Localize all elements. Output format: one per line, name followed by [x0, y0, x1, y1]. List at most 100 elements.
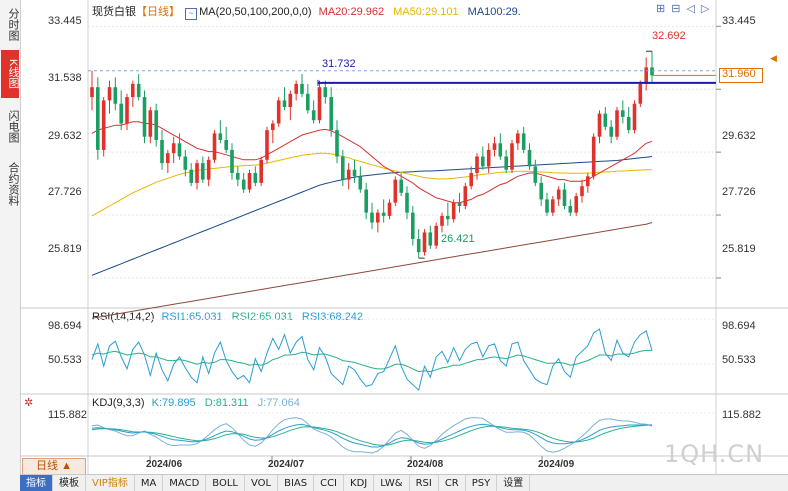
- candle-68: [481, 146, 485, 170]
- candle-29: [253, 166, 258, 187]
- candle-22: [212, 130, 217, 164]
- candle-30: [259, 156, 263, 187]
- candle-body: [591, 136, 596, 177]
- candle-15: [171, 136, 176, 164]
- candle-body: [446, 215, 450, 220]
- candle-body: [498, 143, 503, 157]
- toolbar-cr[interactable]: CR: [439, 475, 466, 491]
- rsi-tick-right-1: 98.694: [722, 320, 756, 332]
- candle-body: [218, 133, 223, 140]
- tab-kline[interactable]: K线图: [1, 50, 19, 98]
- kdj-params: KDJ(9,3,3): [92, 397, 145, 409]
- tab-flash[interactable]: 闪电图: [7, 109, 19, 143]
- candle-69: [486, 143, 491, 173]
- candle-20: [201, 156, 205, 183]
- candle-43: [335, 120, 339, 164]
- candle-76: [527, 143, 532, 170]
- candle-65: [463, 182, 468, 210]
- right-icon[interactable]: ▷: [700, 3, 710, 15]
- candle-14: [166, 149, 170, 173]
- candle-46: [352, 159, 357, 183]
- left-icon[interactable]: ◁: [686, 3, 695, 15]
- candle-body: [253, 173, 258, 183]
- candle-body: [486, 149, 491, 167]
- price-tick-5: 25.819: [722, 243, 756, 255]
- candle-body: [650, 67, 654, 76]
- tab-contract[interactable]: 合约资料: [7, 162, 19, 206]
- candle-body: [166, 153, 170, 164]
- period-label[interactable]: 【日线】: [136, 6, 180, 18]
- zoom-in-icon[interactable]: ⊞: [656, 3, 666, 15]
- candle-body: [294, 83, 298, 94]
- toolbar-psy[interactable]: PSY: [466, 475, 498, 491]
- toolbar-bias[interactable]: BIAS: [278, 475, 315, 491]
- toolbar-template[interactable]: 模板: [53, 475, 86, 491]
- price-tick-left-2: 31.538: [48, 72, 82, 84]
- candle-56: [411, 206, 415, 246]
- candle-body: [387, 202, 392, 216]
- tab-intraday[interactable]: 分时图: [7, 7, 19, 41]
- main-legend: 现货白银【日线】 ~ MA(20,50,100,200,0,0) MA20:29.…: [92, 3, 521, 20]
- sidebar: 分时图 K线图 闪电图 合约资料: [0, 0, 21, 491]
- candle-body: [265, 130, 269, 160]
- candle-body: [96, 87, 100, 150]
- candle-body: [317, 87, 322, 121]
- candle-body: [136, 83, 141, 98]
- candle-53: [393, 176, 398, 206]
- candle-body: [556, 189, 561, 200]
- toolbar-lwr[interactable]: LW&: [374, 475, 410, 491]
- candle-body: [551, 199, 555, 213]
- candle-body: [206, 159, 211, 180]
- candle-body: [335, 130, 339, 157]
- candle-94: [632, 100, 637, 134]
- indicator-toolbar: 指标 模板 VIP指标 MA MACD BOLL VOL BIAS CCI KD…: [20, 474, 788, 491]
- toolbar-vip[interactable]: VIP指标: [86, 475, 135, 491]
- candle-4: [107, 80, 112, 114]
- toolbar-rsi[interactable]: RSI: [410, 475, 439, 491]
- toolbar-macd[interactable]: MACD: [163, 475, 207, 491]
- toolbar-kdj[interactable]: KDJ: [344, 475, 375, 491]
- candle-body: [189, 169, 193, 183]
- candle-19: [195, 159, 199, 190]
- zoom-out-icon[interactable]: ⊟: [671, 3, 681, 15]
- kdj-legend: KDJ(9,3,3) K:79.895 D:81.311 J:77.064: [92, 397, 300, 409]
- ma-toggle-icon[interactable]: ~: [185, 8, 198, 20]
- toolbar-vol[interactable]: VOL: [245, 475, 279, 491]
- candle-74: [516, 130, 520, 150]
- candle-body: [341, 156, 345, 180]
- rsi1-line: [91, 328, 653, 392]
- settings-gear-icon[interactable]: ✲: [24, 397, 34, 409]
- candle-body: [195, 163, 199, 183]
- level-annotation: 31.732: [322, 58, 356, 70]
- toolbar-indicators[interactable]: 指标: [20, 475, 53, 491]
- candle-body: [376, 212, 380, 223]
- candle-70: [492, 136, 497, 157]
- toolbar-ma[interactable]: MA: [135, 475, 164, 491]
- candle-97: [650, 51, 654, 84]
- candle-body: [311, 110, 316, 121]
- price-tick-left-5: 25.819: [48, 243, 82, 255]
- candle-24: [224, 126, 228, 154]
- candle-51: [381, 199, 386, 223]
- candle-57: [416, 229, 421, 259]
- window-controls: ⊞ ⊟ ◁ ▷: [656, 2, 709, 15]
- candle-72: [504, 149, 508, 173]
- last-price-label: 31.960: [722, 68, 756, 80]
- candle-87: [591, 133, 596, 180]
- ma100-value: MA100:29.: [467, 6, 521, 18]
- candle-60: [434, 222, 438, 249]
- toolbar-cci[interactable]: CCI: [314, 475, 345, 491]
- candle-body: [148, 110, 153, 137]
- candle-26: [236, 166, 240, 187]
- toolbar-settings[interactable]: 设置: [497, 475, 531, 491]
- last-price-marker-icon: ◀: [770, 53, 777, 63]
- candle-body: [405, 192, 409, 213]
- candle-body: [521, 133, 526, 150]
- x-tick-1: 2024/06: [146, 459, 183, 470]
- candle-body: [568, 206, 573, 213]
- candle-body: [481, 156, 485, 167]
- toolbar-boll[interactable]: BOLL: [206, 475, 245, 491]
- candle-body: [212, 133, 217, 160]
- period-selector[interactable]: 日线 ▲: [22, 458, 86, 475]
